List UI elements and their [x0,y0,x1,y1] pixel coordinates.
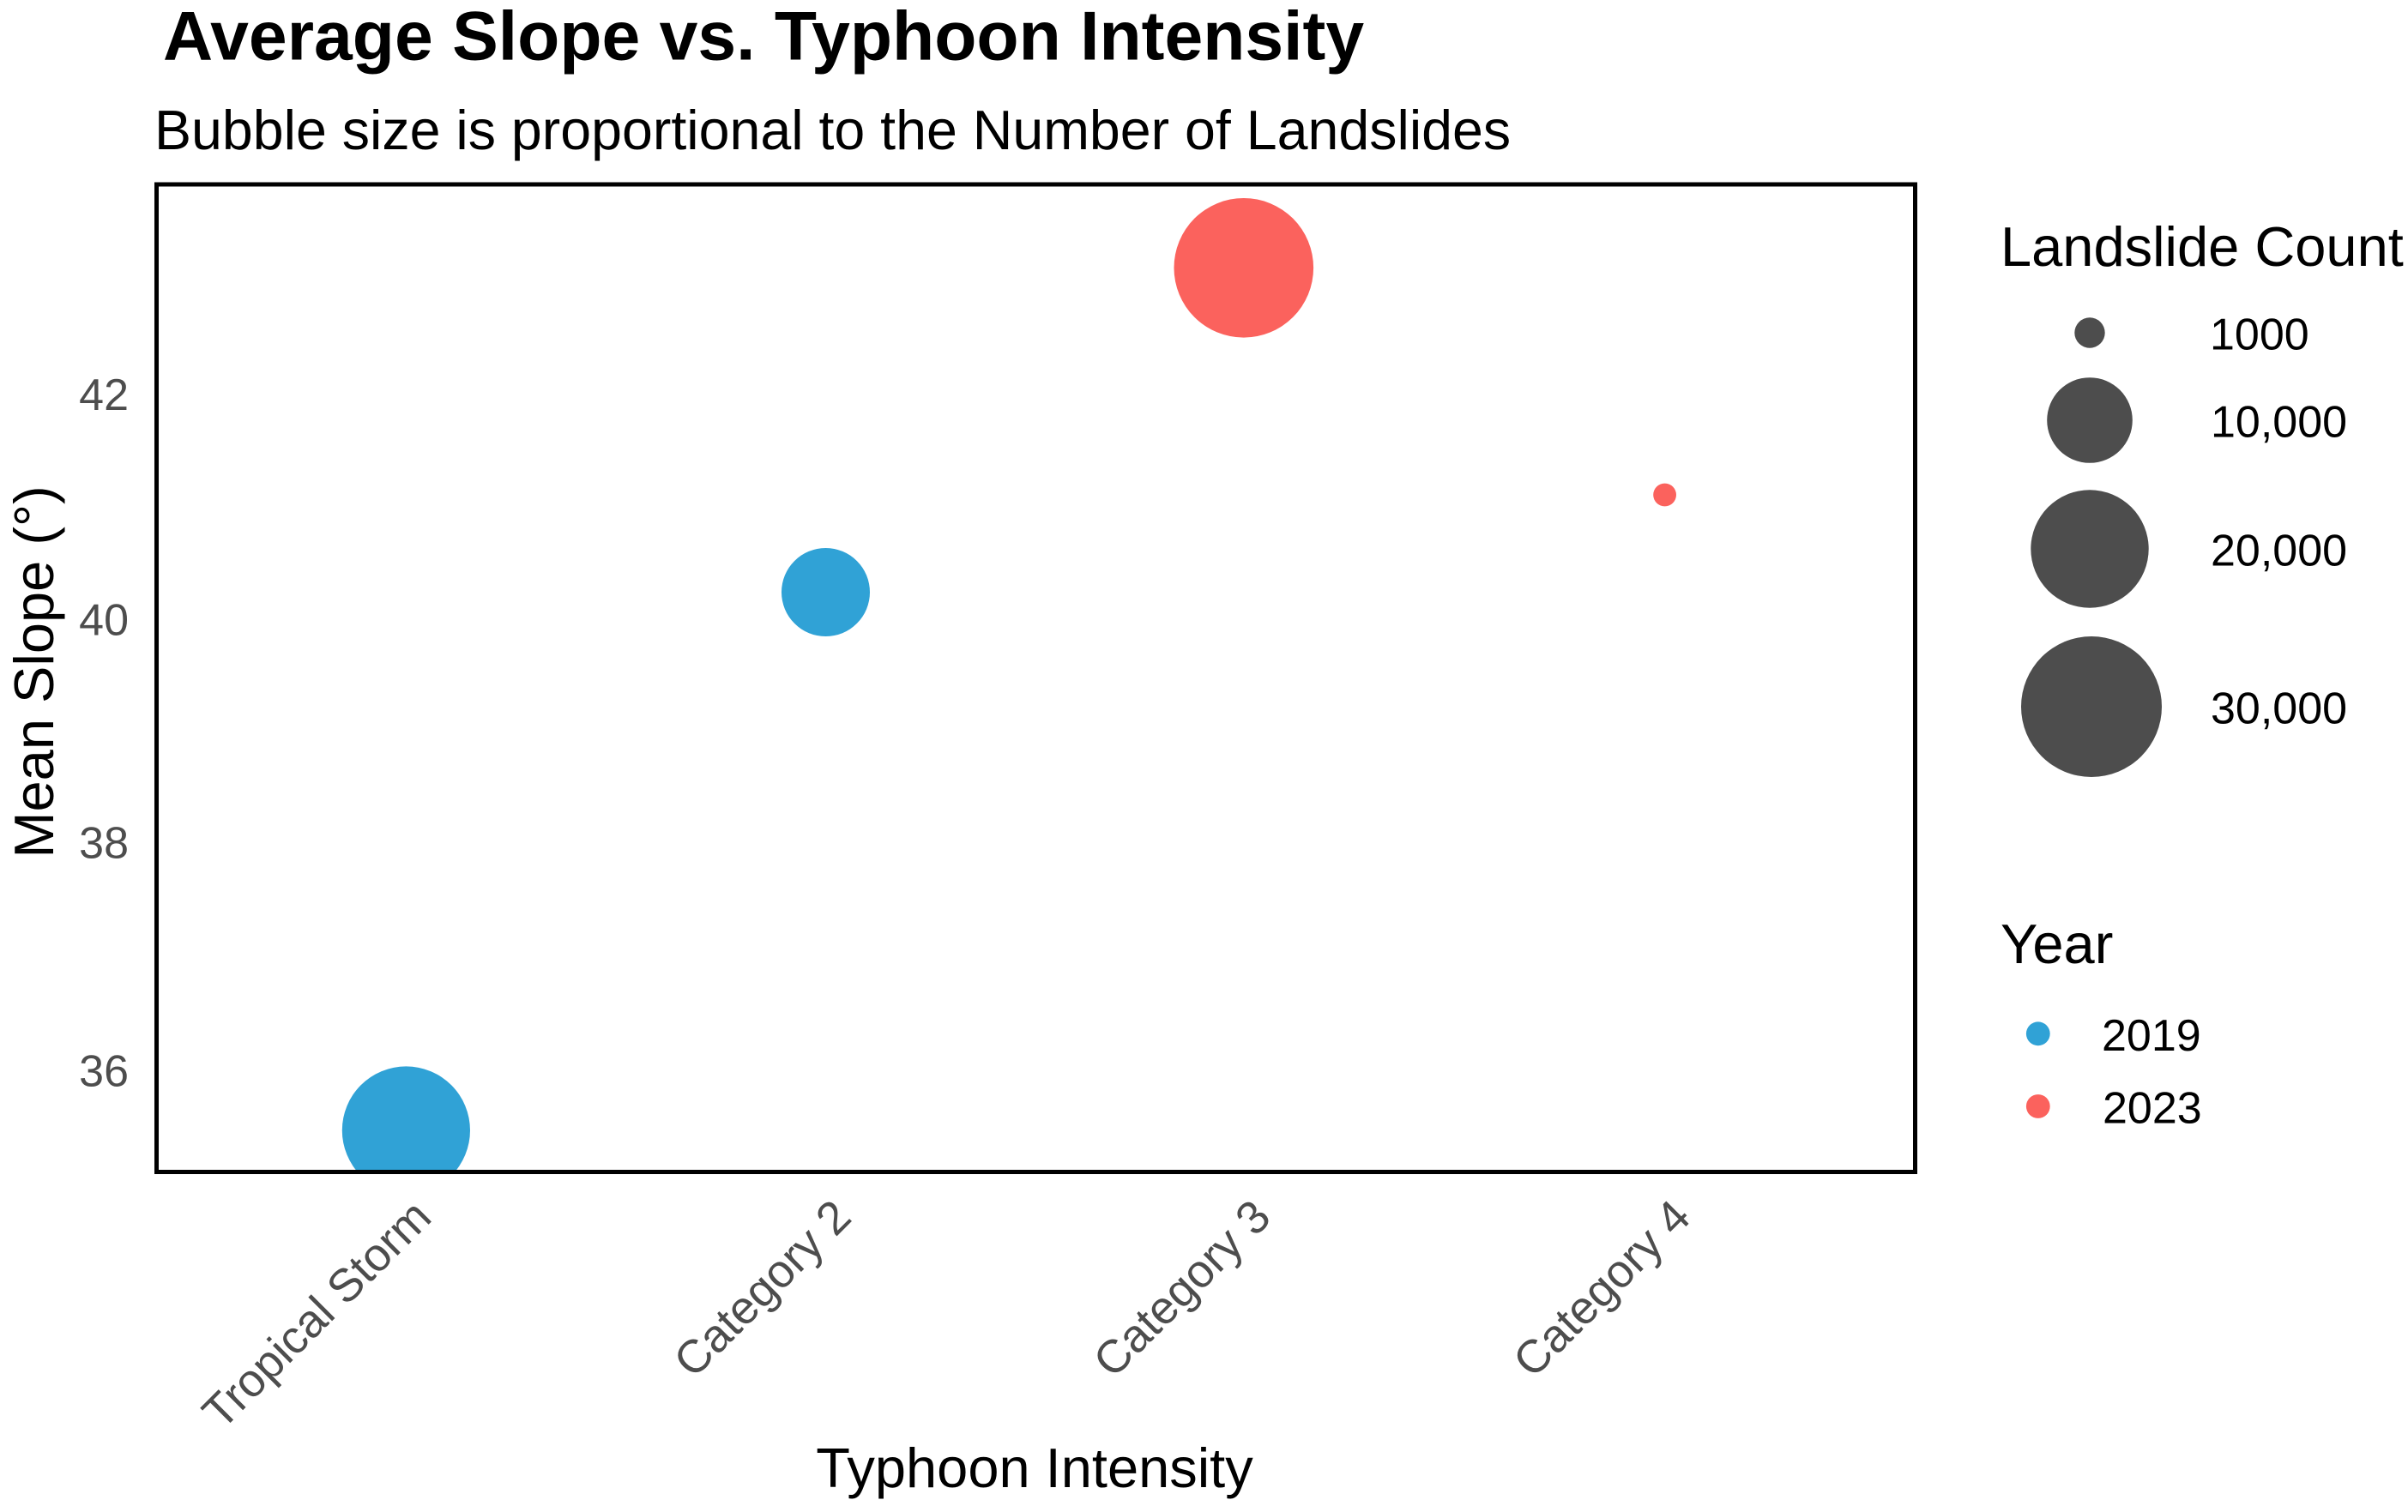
svg-text:Mean Slope (°): Mean Slope (°) [3,485,65,858]
svg-text:30,000: 30,000 [2211,684,2347,734]
svg-text:20,000: 20,000 [2211,527,2347,576]
svg-text:Year: Year [2001,913,2113,975]
svg-text:42: 42 [79,370,129,420]
svg-text:Average Slope vs. Typhoon Inte: Average Slope vs. Typhoon Intensity [163,0,1364,75]
svg-text:36: 36 [79,1047,129,1097]
svg-text:Landslide Count: Landslide Count [2001,215,2404,278]
svg-text:2019: 2019 [2102,1011,2201,1061]
svg-text:10,000: 10,000 [2211,398,2347,448]
svg-text:2023: 2023 [2103,1084,2202,1134]
svg-text:Typhoon Intensity: Typhoon Intensity [816,1437,1253,1499]
svg-text:38: 38 [79,819,129,869]
svg-text:1000: 1000 [2210,310,2309,360]
svg-text:Bubble size is proportional to: Bubble size is proportional to the Numbe… [154,99,1511,161]
svg-text:40: 40 [79,596,129,646]
